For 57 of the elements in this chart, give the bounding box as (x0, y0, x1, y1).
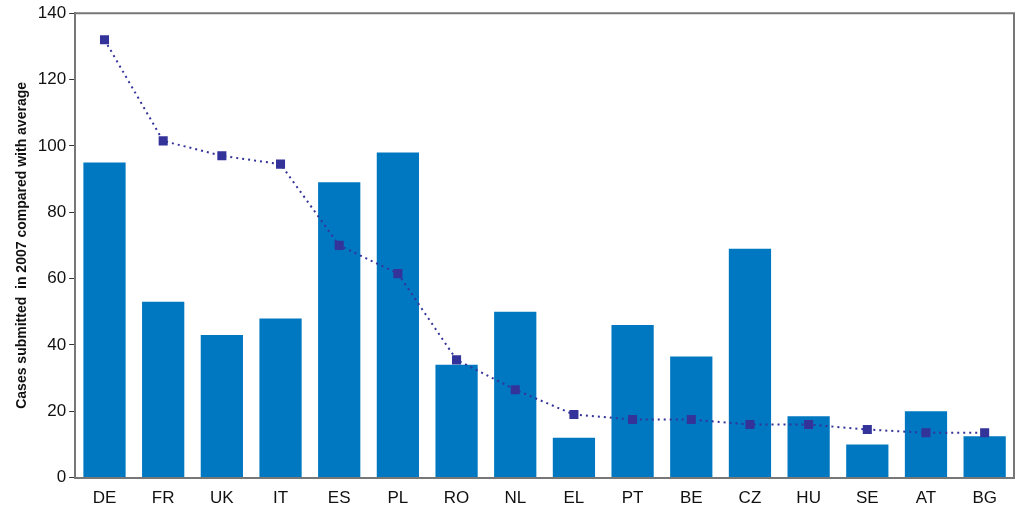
point (980, 428, 990, 438)
point (158, 136, 168, 146)
bar (83, 162, 126, 478)
y-axis-title: Cases submitted in 2007 compared with average (13, 81, 30, 409)
y-tick-label: 0 (56, 467, 67, 487)
bar (376, 152, 420, 478)
x-tick-label: DE (92, 488, 117, 508)
bar (435, 364, 478, 478)
bar (670, 356, 713, 478)
x-tick-label: NL (504, 488, 527, 508)
bar (200, 334, 243, 478)
y-tick-label: 40 (47, 334, 67, 354)
bar (728, 248, 772, 478)
bar (494, 311, 537, 478)
point (921, 428, 931, 438)
x-tick-label: IT (272, 488, 289, 508)
point (804, 419, 814, 430)
point (745, 419, 755, 430)
bar (611, 325, 654, 478)
y-tick-label: 140 (37, 2, 67, 22)
y-tick-label: 120 (37, 69, 67, 89)
x-tick-label: RO (443, 488, 470, 508)
x-tick-label: UK (210, 488, 235, 508)
bar (963, 436, 1006, 478)
x-tick-label: AT (915, 488, 937, 508)
point (452, 355, 462, 365)
bar (552, 437, 596, 478)
bar (259, 318, 302, 478)
x-tick-label: BE (679, 488, 703, 508)
point (686, 415, 696, 425)
point (393, 269, 403, 279)
point (862, 424, 872, 435)
x-tick-label: BG (972, 488, 997, 508)
point (276, 159, 286, 169)
y-tick-label: 60 (47, 268, 67, 288)
point (569, 410, 579, 420)
x-tick-label: PL (387, 488, 409, 508)
bar (318, 182, 361, 478)
point (628, 415, 638, 425)
x-tick-label: ES (327, 488, 351, 508)
point (510, 385, 520, 395)
x-tick-label: EL (563, 488, 585, 508)
y-tick-label: 20 (47, 400, 67, 420)
x-tick-label: HU (796, 488, 821, 508)
x-tick-label: CZ (738, 488, 762, 508)
x-tick-label: SE (855, 488, 879, 508)
point (217, 151, 227, 161)
bar (904, 411, 948, 478)
y-tick-label: 100 (37, 135, 67, 155)
bar (142, 301, 185, 478)
y-tick-label: 80 (47, 201, 67, 221)
bar (846, 444, 889, 478)
bar (787, 416, 830, 478)
point (334, 240, 344, 250)
x-tick-label: PT (621, 488, 644, 508)
x-tick-label: FR (151, 488, 175, 508)
point (99, 35, 110, 45)
